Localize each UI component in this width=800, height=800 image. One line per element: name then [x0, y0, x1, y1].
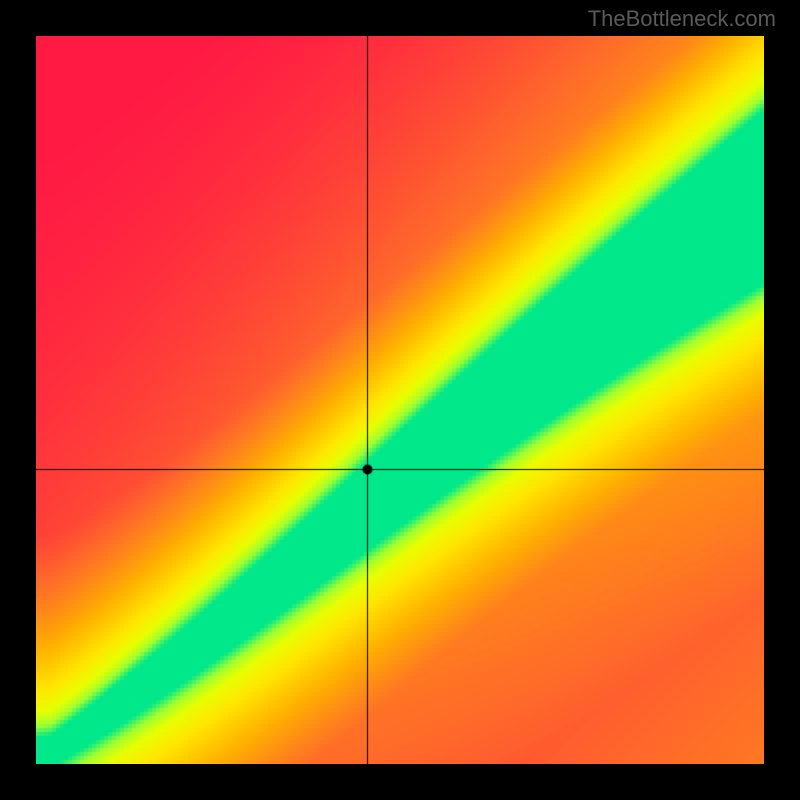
watermark-text: TheBottleneck.com	[588, 6, 776, 32]
chart-container: { "watermark": { "text": "TheBottleneck.…	[0, 0, 800, 800]
crosshair-overlay	[36, 36, 764, 764]
